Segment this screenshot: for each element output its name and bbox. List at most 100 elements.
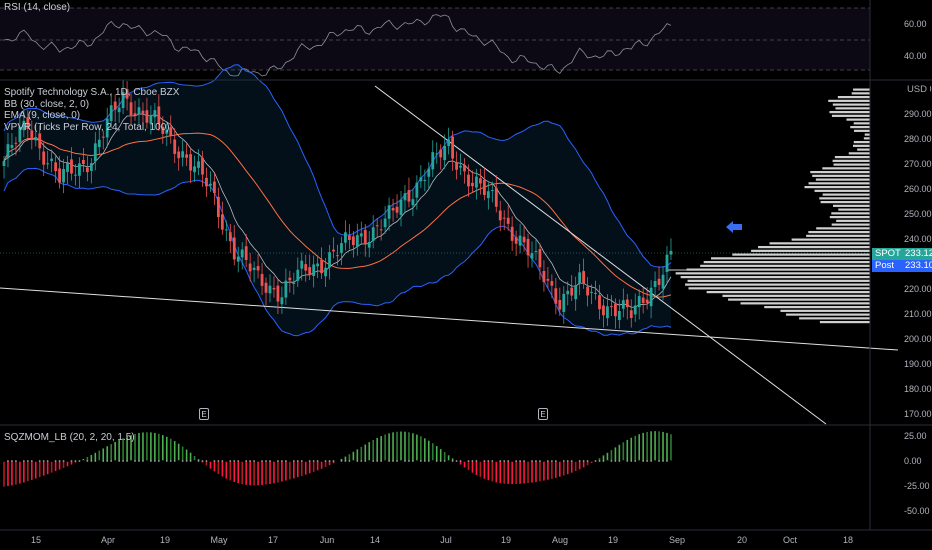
candle-body: [367, 241, 371, 248]
candle-body: [2, 161, 6, 166]
squeeze-dot: [169, 460, 172, 462]
candle-body: [633, 305, 637, 315]
candle-body: [74, 174, 77, 176]
candle-body: [578, 272, 582, 284]
squeeze-dot: [241, 460, 244, 462]
candle-body: [181, 151, 185, 158]
candle-body: [280, 297, 284, 305]
candle-body: [602, 305, 605, 316]
volume-profile-row: [799, 317, 870, 320]
sqz-legend[interactable]: SQZMOM_LB (20, 2, 20, 1.5): [4, 432, 135, 444]
squeeze-dot: [300, 460, 303, 462]
squeeze-dot: [515, 460, 518, 462]
squeeze-dot: [54, 460, 57, 462]
squeeze-dot: [507, 460, 510, 462]
rsi-pane: [0, 7, 870, 77]
candle-body: [26, 117, 30, 129]
candle-body: [351, 236, 355, 246]
price-tick-label: 220.00: [904, 284, 932, 294]
candle-body: [125, 89, 129, 99]
squeeze-dot: [459, 460, 462, 462]
candle-body: [590, 291, 593, 293]
price-tick-label: 170.00: [904, 409, 932, 419]
volume-profile-row: [722, 294, 870, 297]
candle-body: [205, 177, 208, 187]
squeeze-dot: [269, 460, 271, 462]
volume-profile-row: [838, 208, 870, 211]
candle-body: [562, 293, 566, 312]
volume-profile-row: [835, 107, 870, 110]
rsi-legend[interactable]: RSI (14, close): [4, 2, 70, 14]
trend-lines[interactable]: [0, 85, 899, 425]
squeeze-dot: [479, 460, 482, 462]
squeeze-dot: [11, 460, 13, 462]
earnings-marker-2[interactable]: E: [538, 408, 548, 420]
price-tick-label: 210.00: [904, 309, 932, 319]
squeeze-dot: [666, 460, 668, 462]
candle-body: [558, 300, 562, 310]
volume-profile-row: [740, 302, 870, 305]
candle-body: [490, 190, 494, 192]
squeeze-dot: [94, 460, 97, 462]
candle-body: [288, 277, 292, 281]
squeeze-dot: [225, 460, 228, 462]
squeeze-dot: [189, 460, 192, 462]
mom-tick-label: -25.00: [904, 481, 930, 491]
squeeze-dot: [229, 460, 232, 462]
candle-body: [224, 229, 228, 231]
squeeze-dot: [50, 460, 53, 462]
squeeze-dot: [277, 460, 279, 462]
squeeze-dot: [90, 460, 93, 462]
squeeze-dot: [543, 460, 545, 462]
volume-profile-row: [700, 264, 870, 267]
earnings-marker-1[interactable]: E: [199, 408, 209, 420]
volume-profile-row: [822, 193, 870, 196]
candle-body: [213, 181, 216, 194]
ticker-tag: SPOT: [872, 248, 902, 260]
candle-body: [641, 297, 645, 304]
momentum-pane: [3, 431, 672, 487]
squeeze-dot: [447, 460, 450, 462]
candle-body: [661, 274, 665, 289]
candle-body: [510, 226, 514, 241]
squeeze-dot: [435, 460, 438, 462]
candle-body: [46, 163, 50, 165]
volume-profile-row: [834, 156, 870, 159]
squeeze-dot: [15, 460, 17, 462]
squeeze-dot: [82, 460, 85, 462]
squeeze-dot: [419, 460, 422, 462]
resistance-line: [374, 85, 827, 425]
time-tick-label: Sep: [669, 535, 685, 545]
candle-body: [419, 177, 423, 182]
squeeze-dot: [654, 460, 656, 462]
candle-body: [649, 287, 653, 307]
candle-body: [244, 246, 248, 261]
time-tick-label: 14: [370, 535, 380, 545]
rsi-band: [0, 8, 870, 70]
candle-body: [629, 310, 633, 318]
main-legend[interactable]: Spotify Technology S.A., 1D, Cboe BZX BB…: [4, 87, 179, 133]
squeeze-dot: [284, 460, 287, 462]
squeeze-dot: [610, 460, 613, 462]
squeeze-dot: [404, 460, 406, 462]
squeeze-dot: [412, 460, 414, 462]
candle-body: [383, 218, 387, 228]
squeeze-dot: [134, 460, 136, 462]
arrow-icon[interactable]: [726, 220, 742, 233]
candle-body: [657, 278, 661, 285]
ema-legend: EMA (9, close, 0): [4, 110, 81, 121]
volume-profile-row: [853, 88, 870, 91]
candle-body: [482, 179, 486, 195]
squeeze-dot: [38, 460, 41, 462]
candle-body: [526, 238, 530, 256]
squeeze-dot: [380, 460, 383, 462]
squeeze-dot: [217, 460, 220, 462]
candle-body: [113, 101, 117, 110]
squeeze-dot: [26, 460, 29, 462]
squeeze-dot: [431, 460, 434, 462]
volume-profile-row: [816, 227, 870, 230]
volume-profile-row: [837, 96, 870, 99]
squeeze-dot: [296, 460, 299, 462]
squeeze-dot: [106, 460, 109, 462]
